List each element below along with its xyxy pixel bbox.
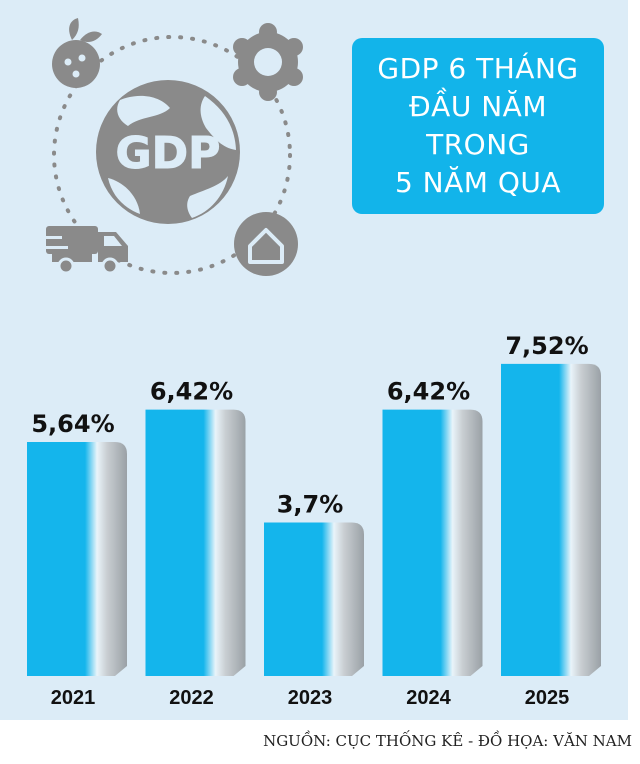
bars-layer: 5,64% 2021 6,42% 2022 3,7% 2023 6,42% 2024 7,52%… [27, 332, 601, 709]
value-label-2023: 3,7% [277, 490, 344, 518]
housing-icon [234, 212, 298, 276]
globe-gdp-icon: GDP [96, 80, 240, 224]
value-label-2022: 6,42% [150, 378, 233, 406]
category-label-2022: 2022 [169, 687, 214, 709]
title-line-1: GDP 6 THÁNG [377, 52, 579, 85]
value-label-2024: 6,42% [387, 378, 470, 406]
source-credit: NGUỒN: CỤC THỐNG KÊ - ĐỒ HỌA: VĂN NAM [263, 732, 632, 750]
value-label-2025: 7,52% [505, 332, 588, 360]
dotted-ring [52, 35, 292, 275]
bar-2022 [145, 409, 246, 676]
category-label-2025: 2025 [525, 687, 570, 709]
bar-2023 [264, 522, 364, 676]
transport-truck-icon [42, 226, 128, 275]
title-box: GDP 6 THÁNG ĐẦU NĂM TRONG 5 NĂM QUA [352, 38, 604, 214]
value-label-2021: 5,64% [31, 410, 114, 438]
category-label-2023: 2023 [288, 687, 333, 709]
globe-gdp-label: GDP [116, 128, 221, 179]
gdp-illustration: GDP [42, 18, 303, 276]
agriculture-icon [52, 18, 102, 88]
title-line-3: TRONG [426, 128, 530, 161]
bar-2025 [501, 363, 601, 676]
bar-2021 [27, 441, 127, 676]
bar-2024 [382, 409, 483, 676]
title-line-2: ĐẦU NĂM [408, 90, 547, 123]
industry-gear-icon [233, 23, 303, 101]
title-line-4: 5 NĂM QUA [394, 166, 562, 199]
category-label-2024: 2024 [406, 687, 451, 709]
category-label-2021: 2021 [51, 687, 96, 709]
